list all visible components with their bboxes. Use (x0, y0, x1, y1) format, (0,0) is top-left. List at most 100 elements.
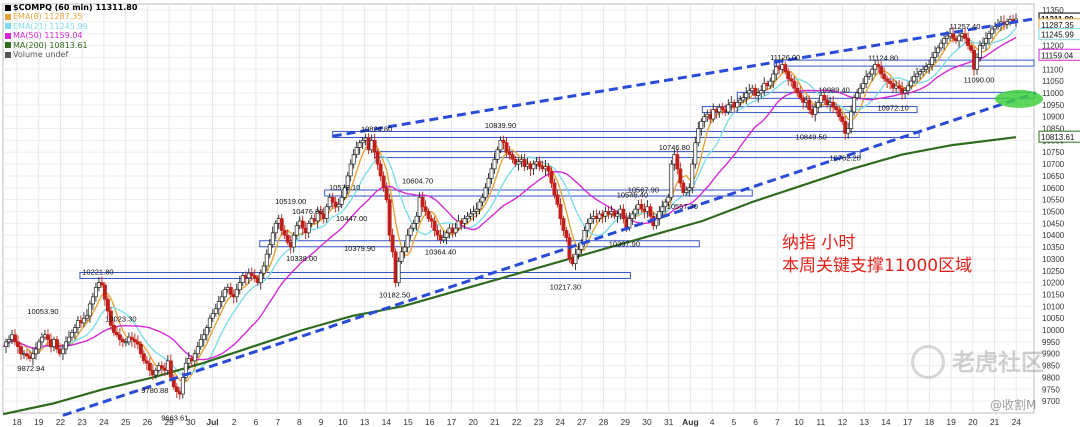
x-tick-label: 21 (990, 417, 1000, 427)
legend-label: EMA(21) 11245.99 (13, 21, 88, 31)
candle-body (234, 289, 239, 298)
x-tick-label: 18 (925, 417, 935, 427)
candle-body (423, 206, 428, 212)
x-tick-label: 24 (99, 417, 109, 427)
swing-price-label: 10604.70 (402, 177, 433, 186)
candle-body (402, 246, 407, 253)
swing-price-label: 11090.00 (964, 76, 995, 85)
y-tick-label: 10950 (1042, 101, 1065, 110)
candle-body (858, 87, 863, 94)
candle-body (34, 348, 38, 355)
candle-body (372, 140, 377, 153)
candle-body (399, 251, 404, 262)
y-tick-label: 9750 (1042, 385, 1060, 394)
y-tick-label: 9950 (1042, 338, 1060, 347)
swing-price-label: 9780.88 (141, 386, 168, 395)
candle-body (46, 334, 50, 340)
candle-body (933, 52, 938, 58)
candle-body (120, 339, 125, 343)
x-tick-label: 4 (710, 417, 715, 427)
candle-body (981, 42, 985, 46)
candle-body (516, 161, 521, 165)
chart-annotation: 纳指 小时 本周关键支撑11000区域 (782, 232, 972, 278)
candle-body (87, 303, 92, 317)
candle-body (330, 196, 335, 203)
candle-body (336, 204, 341, 208)
candle-body (264, 253, 269, 267)
swing-price-label: 10221.80 (82, 267, 113, 276)
candle-body (576, 249, 581, 255)
y-tick-label: 11000 (1042, 89, 1064, 98)
y-tick-label: 10200 (1042, 279, 1065, 288)
candle-body (588, 218, 593, 224)
candle-body (774, 66, 779, 75)
candle-body (687, 187, 692, 191)
candle-body (132, 339, 137, 343)
candle-body (924, 66, 929, 70)
y-tick-label: 10400 (1042, 231, 1065, 240)
x-tick-label: 5 (732, 417, 737, 427)
x-tick-label: 12 (838, 417, 848, 427)
candle-body (816, 102, 821, 108)
y-tick-label: 11350 (1042, 6, 1064, 15)
y-tick-label: 10150 (1042, 290, 1065, 299)
candle-body (90, 296, 95, 305)
candle-body (693, 142, 698, 165)
candle-body (13, 334, 17, 343)
swing-price-label: 9663.61 (161, 414, 188, 423)
y-tick-label: 10000 (1042, 326, 1065, 335)
legend-label: MA(50) 11159.04 (13, 31, 83, 41)
x-tick-label: 7 (775, 417, 780, 427)
x-tick-label: 22 (56, 417, 66, 427)
chart-legend: $COMPQ (60 min) 11311.80 EMA(8) 11287.35… (5, 3, 137, 59)
candle-body (381, 175, 386, 189)
swing-price-label: 10053.90 (27, 307, 58, 316)
support-zone (79, 272, 631, 280)
y-tick-label: 10300 (1042, 255, 1065, 264)
candle-body (345, 175, 350, 189)
x-tick-label: 8 (297, 417, 302, 427)
candle-body (507, 151, 512, 155)
candle-body (60, 348, 65, 355)
legend-swatch (5, 42, 11, 49)
support-zone (773, 59, 1035, 67)
candle-body (315, 211, 320, 222)
price-tag-label: 11159.04 (1041, 51, 1074, 60)
candle-body (318, 211, 323, 215)
x-tick-label: 11 (816, 417, 825, 427)
candle-body (4, 341, 8, 347)
candle-body (384, 187, 389, 200)
candle-body (468, 213, 473, 217)
candle-body (213, 308, 218, 314)
candle-body (681, 182, 686, 193)
candle-body (294, 225, 299, 236)
legend-title: $COMPQ (60 min) 11311.80 (13, 3, 138, 12)
candle-body (927, 64, 932, 68)
candle-body (37, 341, 41, 350)
candle-body (537, 161, 542, 167)
candle-body (144, 360, 149, 364)
swing-price-label: 9872.94 (17, 364, 44, 373)
swing-price-label: 11124.80 (868, 53, 898, 62)
swing-price-label: 10849.50 (796, 133, 827, 142)
x-tick-label: 16 (425, 417, 435, 427)
candle-body (108, 310, 113, 326)
candle-body (690, 163, 695, 189)
swing-price-label: 10364.40 (425, 248, 456, 257)
candle-body (492, 158, 497, 170)
candle-body (267, 244, 272, 255)
candle-body (633, 208, 638, 215)
legend-label: Volume undef (13, 50, 69, 60)
y-tick-label: 10700 (1042, 160, 1065, 169)
candle-body (252, 275, 257, 279)
candle-body (282, 230, 287, 236)
candle-body (279, 218, 284, 231)
swing-price-label: 10546.40 (617, 191, 648, 200)
candle-body (75, 320, 80, 329)
candle-body (420, 196, 425, 208)
candle-body (465, 215, 470, 219)
y-tick-label: 10350 (1042, 243, 1065, 252)
candle-body (306, 223, 311, 234)
y-tick-label: 9700 (1042, 397, 1060, 406)
y-tick-label: 11100 (1042, 65, 1064, 74)
